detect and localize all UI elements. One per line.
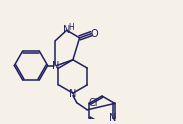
Text: Cl: Cl <box>88 98 98 108</box>
Text: H: H <box>68 23 74 32</box>
Text: O: O <box>90 29 98 39</box>
Text: N: N <box>69 89 77 99</box>
Text: N: N <box>52 61 59 71</box>
Text: N: N <box>109 113 117 123</box>
Text: N: N <box>63 25 70 35</box>
